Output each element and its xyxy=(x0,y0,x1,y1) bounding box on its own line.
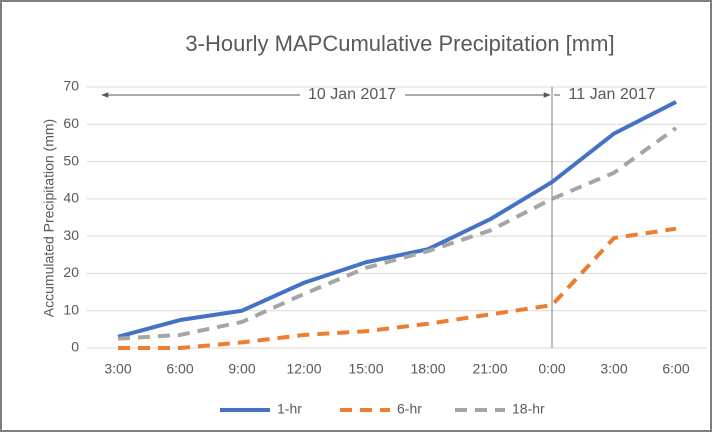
x-tick-label: 3:00 xyxy=(104,361,131,377)
x-tick-label: 6:00 xyxy=(662,361,689,377)
annotation: 10 Jan 2017 xyxy=(308,86,396,103)
x-tick-label: 12:00 xyxy=(286,361,321,377)
y-tick-label: 70 xyxy=(63,78,79,94)
x-tick-label: 6:00 xyxy=(166,361,193,377)
x-tick-label: 3:00 xyxy=(600,361,627,377)
annotation: 11 Jan 2017 xyxy=(569,86,656,103)
y-tick-label: 60 xyxy=(63,115,79,131)
chart-title: 3-Hourly MAPCumulative Precipitation [mm… xyxy=(185,31,614,56)
y-tick-label: 50 xyxy=(63,152,79,168)
y-axis-label: Accumulated Precipitation (mm) xyxy=(41,119,57,317)
series-line xyxy=(118,226,677,350)
x-tick-label: 0:00 xyxy=(538,361,565,377)
x-tick-label: 21:00 xyxy=(472,361,507,377)
y-tick-label: 10 xyxy=(63,301,79,317)
series-line xyxy=(117,100,677,339)
y-tick-label: 30 xyxy=(63,227,79,243)
x-tick-label: 9:00 xyxy=(228,361,255,377)
x-tick-label: 15:00 xyxy=(348,361,383,377)
y-tick-label: 40 xyxy=(63,190,79,206)
y-tick-label: 0 xyxy=(71,339,79,355)
x-tick-label: 18:00 xyxy=(410,361,445,377)
legend-label: 6-hr xyxy=(397,401,422,417)
legend-label: 1-hr xyxy=(277,401,302,417)
y-tick-label: 20 xyxy=(63,264,79,280)
legend-label: 18-hr xyxy=(512,401,545,417)
